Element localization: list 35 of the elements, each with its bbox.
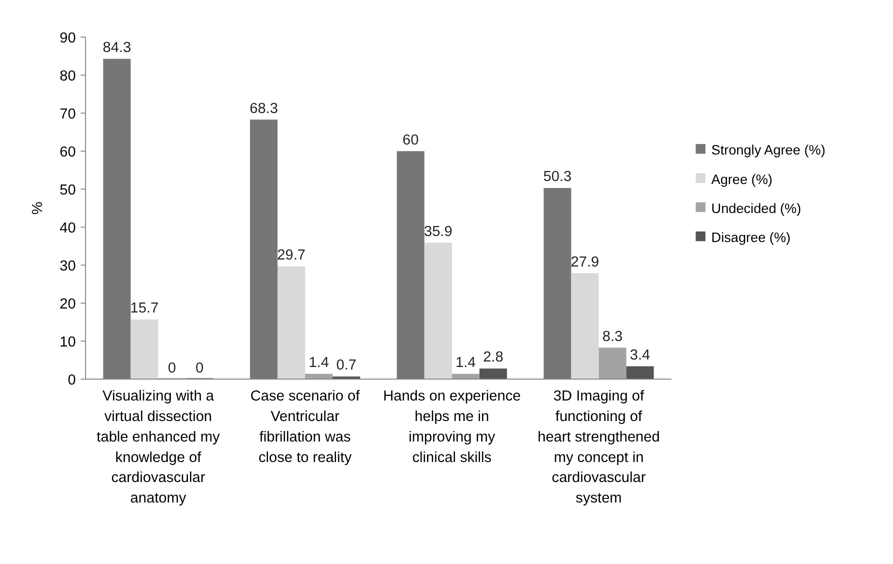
legend-label: Disagree (%) — [711, 230, 791, 246]
legend-label: Strongly Agree (%) — [711, 142, 826, 158]
y-tick-label: 30 — [60, 258, 76, 274]
data-label: 8.3 — [602, 328, 623, 345]
y-tick-label: 20 — [60, 296, 76, 312]
data-label: 50.3 — [543, 169, 572, 186]
data-label: 0 — [168, 360, 176, 376]
data-label: 1.4 — [308, 355, 329, 372]
y-tick-label: 40 — [60, 220, 76, 236]
x-tick-label: Case scenario of Ventricular fibrillation was close to reality — [250, 388, 361, 466]
y-tick-label: 50 — [60, 182, 76, 198]
data-label: 60 — [402, 132, 419, 148]
data-label: 29.7 — [277, 247, 306, 264]
data-label: 2.8 — [483, 350, 504, 366]
data-label: 35.9 — [424, 224, 452, 240]
x-tick-label: Visualizing with a virtual dissection table enhanced my knowledge of cardiovascular anatomy — [96, 388, 220, 507]
y-tick-label: 10 — [60, 334, 76, 350]
y-tick-label: 80 — [60, 68, 76, 84]
data-label: 84.3 — [102, 40, 132, 56]
data-label: 15.7 — [130, 300, 159, 317]
data-label: 0.7 — [336, 358, 356, 374]
legend-label: Undecided (%) — [711, 200, 802, 216]
y-tick-label: 0 — [68, 372, 76, 388]
data-label: 27.9 — [570, 254, 600, 270]
y-tick-label: 60 — [60, 144, 76, 160]
y-axis-title: % — [30, 202, 46, 215]
y-tick-label: 70 — [60, 106, 76, 122]
y-tick-label: 90 — [60, 30, 76, 46]
data-label: 3.4 — [630, 347, 650, 364]
data-label: 1.4 — [456, 355, 476, 372]
data-label: 68.3 — [250, 100, 278, 117]
data-label: 0 — [195, 360, 204, 376]
legend-label: Agree (%) — [711, 172, 772, 187]
x-tick-label: Hands on experience helps me in improving my clinical skills — [383, 388, 521, 466]
x-tick-label: 3D Imaging of functioning of heart strengthened my concept in cardiovascular system — [538, 388, 660, 507]
